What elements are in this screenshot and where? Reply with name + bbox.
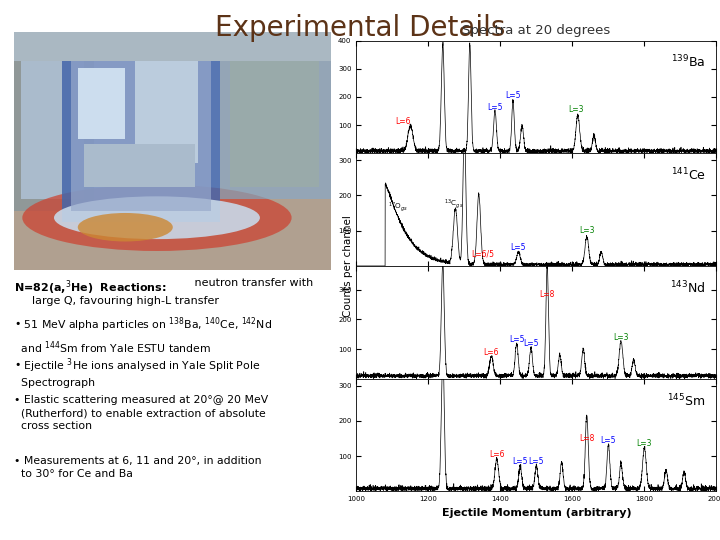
Text: L=5: L=5 xyxy=(510,243,526,252)
Bar xyxy=(220,32,331,199)
Text: L=3: L=3 xyxy=(579,226,595,235)
Bar xyxy=(14,32,331,61)
Text: Counts per channel: Counts per channel xyxy=(343,215,353,317)
Bar xyxy=(135,56,198,163)
Bar xyxy=(84,144,195,187)
Text: L=6: L=6 xyxy=(484,348,499,357)
Text: L=8: L=8 xyxy=(539,290,555,299)
Text: L=5: L=5 xyxy=(523,340,539,348)
Ellipse shape xyxy=(78,213,173,241)
Text: L=6: L=6 xyxy=(395,117,411,126)
Text: Experimental Details: Experimental Details xyxy=(215,14,505,42)
Text: $^{141}$Ce: $^{141}$Ce xyxy=(670,167,706,184)
Text: L=5: L=5 xyxy=(505,91,521,100)
Text: $^{13}$C$_{gs}$: $^{13}$C$_{gs}$ xyxy=(444,197,464,211)
Bar xyxy=(14,199,331,270)
Text: Spectra at 20 degrees: Spectra at 20 degrees xyxy=(462,24,611,37)
Text: L=6/5: L=6/5 xyxy=(471,249,494,258)
Bar xyxy=(14,32,94,211)
Bar xyxy=(71,56,211,211)
Text: large Q, favouring high-L transfer: large Q, favouring high-L transfer xyxy=(32,296,220,306)
Text: • Measurements at 6, 11 and 20°, in addition
  to 30° for Ce and Ba: • Measurements at 6, 11 and 20°, in addi… xyxy=(14,456,262,479)
Text: $^{145}$Sm: $^{145}$Sm xyxy=(667,392,706,409)
Text: L=5: L=5 xyxy=(513,457,528,466)
Text: L=8: L=8 xyxy=(579,434,595,443)
Bar xyxy=(21,44,84,199)
X-axis label: Ejectile Momentum (arbitrary): Ejectile Momentum (arbitrary) xyxy=(441,508,631,518)
Bar xyxy=(78,68,125,139)
Text: N=82(a,$^3$He)  Reactions:: N=82(a,$^3$He) Reactions: xyxy=(14,278,167,296)
Text: L=5: L=5 xyxy=(528,457,544,466)
Text: $^{143}$Nd: $^{143}$Nd xyxy=(670,280,706,296)
Text: L=5: L=5 xyxy=(487,103,503,112)
Bar xyxy=(62,44,220,222)
Text: L=5: L=5 xyxy=(509,335,524,343)
Text: • 51 MeV alpha particles on $^{138}$Ba, $^{140}$Ce, $^{142}$Nd
  and $^{144}$Sm : • 51 MeV alpha particles on $^{138}$Ba, … xyxy=(14,316,272,356)
Text: $^{139}$Ba: $^{139}$Ba xyxy=(671,54,706,71)
Bar xyxy=(230,44,318,187)
Text: L=3: L=3 xyxy=(568,105,584,114)
Text: neutron transfer with: neutron transfer with xyxy=(191,278,313,288)
Text: L=3: L=3 xyxy=(636,440,652,448)
Ellipse shape xyxy=(54,197,260,239)
Text: L=5: L=5 xyxy=(600,436,616,445)
Text: L=6: L=6 xyxy=(489,450,505,459)
Text: $^{17}$O$_{gs}$: $^{17}$O$_{gs}$ xyxy=(387,200,408,214)
Ellipse shape xyxy=(22,185,292,251)
Text: • Elastic scattering measured at 20°@ 20 MeV
  (Rutherford) to enable extraction: • Elastic scattering measured at 20°@ 20… xyxy=(14,395,269,431)
Text: • Ejectile $^3$He ions analysed in Yale Split Pole
  Spectrograph: • Ejectile $^3$He ions analysed in Yale … xyxy=(14,356,261,388)
Text: L=3: L=3 xyxy=(613,334,629,342)
